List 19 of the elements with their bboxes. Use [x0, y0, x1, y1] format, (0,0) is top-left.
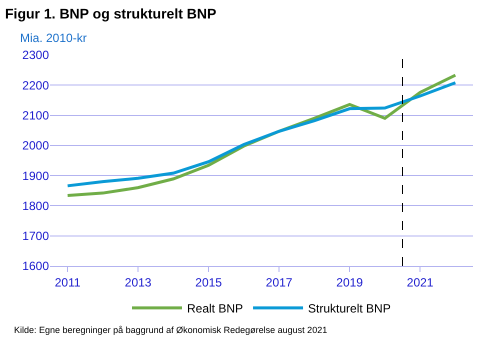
legend-label: Realt BNP — [187, 302, 244, 316]
x-tick-label: 2011 — [54, 275, 81, 290]
chart-title: Figur 1. BNP og strukturelt BNP — [5, 5, 216, 22]
x-tick-label: 2019 — [336, 275, 364, 290]
y-axis-title: Mia. 2010-kr — [20, 31, 87, 45]
y-tick-label: 2000 — [22, 138, 50, 153]
y-tick-label: 2200 — [22, 78, 50, 92]
y-tick-label: 2300 — [22, 48, 50, 62]
y-tick-label: 1700 — [22, 229, 50, 244]
x-tick-label: 2015 — [195, 275, 222, 290]
x-tick-label: 2021 — [406, 275, 434, 290]
y-tick-label: 2100 — [22, 108, 50, 122]
x-tick-label: 2017 — [266, 275, 293, 290]
text: Kilde: Egne beregninger på baggrund af Økonomisk Redegørelse august 2021 — [14, 325, 328, 335]
x-tick-label: 2013 — [124, 275, 152, 290]
y-tick-label: 1900 — [22, 168, 50, 183]
y-tick-label: 1800 — [22, 198, 50, 213]
y-tick-label: 1600 — [22, 259, 50, 274]
legend-label: Strukturelt BNP — [308, 302, 391, 316]
